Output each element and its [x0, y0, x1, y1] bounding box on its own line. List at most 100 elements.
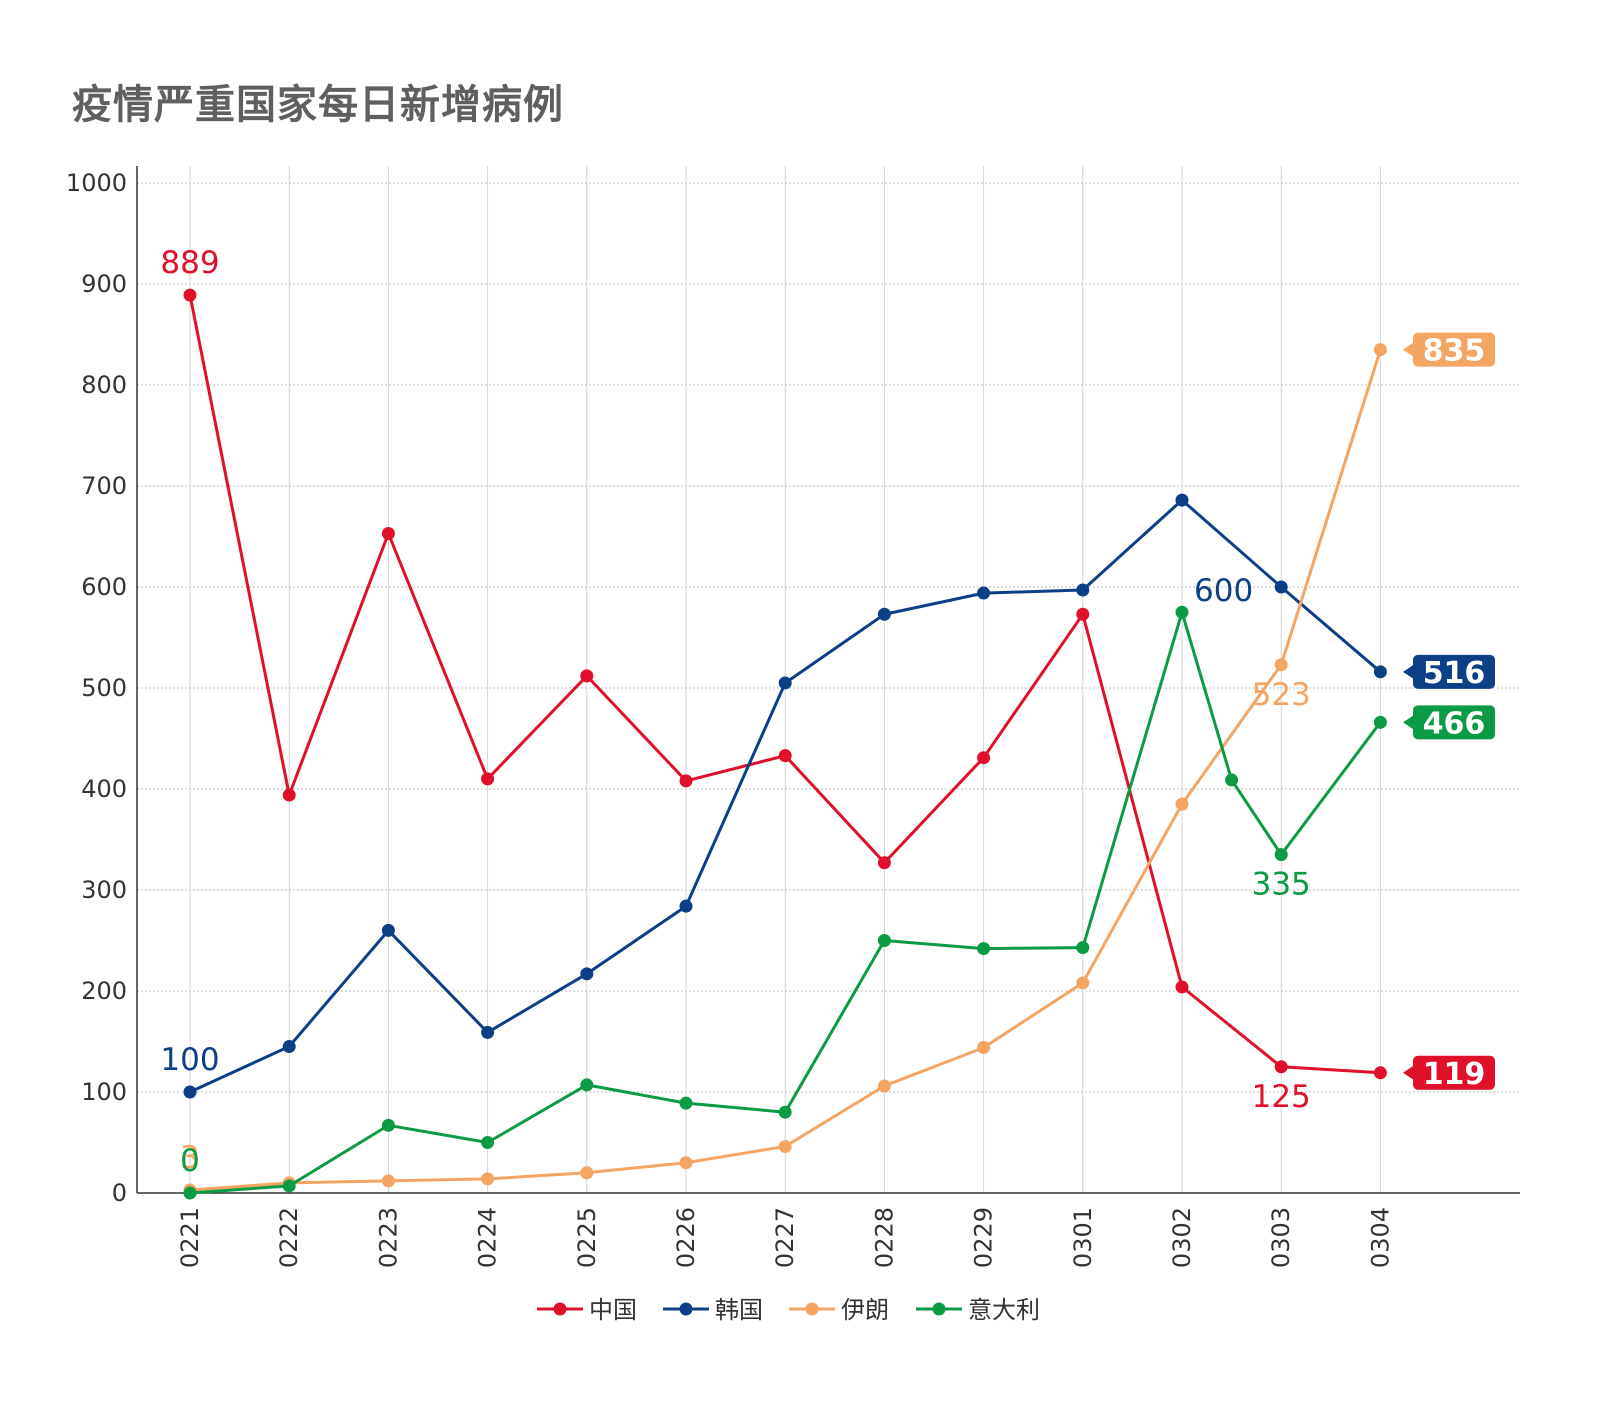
- x-tick-label: 0222: [275, 1207, 303, 1268]
- data-point-series-3: [1225, 773, 1239, 787]
- end-label-pointer: [1403, 663, 1415, 680]
- data-point-series-1: [679, 899, 693, 913]
- end-label-pointer: [1403, 714, 1415, 731]
- data-point-series-0: [877, 856, 891, 870]
- data-point-series-1: [282, 1040, 296, 1054]
- data-point-series-0: [481, 772, 495, 786]
- data-point-series-2: [778, 1140, 792, 1154]
- x-tick-label: 0303: [1267, 1207, 1295, 1268]
- end-label-pointer: [1403, 1064, 1415, 1081]
- data-point-series-0: [778, 749, 792, 763]
- data-point-series-1: [1373, 665, 1387, 679]
- y-tick-label: 0: [112, 1179, 127, 1207]
- x-tick-label: 0221: [176, 1207, 204, 1268]
- data-point-series-3: [481, 1136, 495, 1149]
- legend: 中国 韩国 伊朗 意大利: [537, 1296, 1040, 1324]
- data-point-series-1: [580, 967, 594, 981]
- data-point-series-1: [1274, 580, 1288, 594]
- data-label-series-3: 0: [180, 1143, 200, 1179]
- end-label-text: 835: [1423, 334, 1486, 369]
- data-point-series-2: [1076, 976, 1090, 990]
- grid-lines: [137, 166, 1520, 1193]
- data-point-series-3: [1274, 848, 1288, 862]
- legend-label: 韩国: [715, 1296, 763, 1324]
- legend-label: 伊朗: [841, 1296, 889, 1324]
- end-label-text: 466: [1423, 706, 1486, 741]
- data-label-series-0: 889: [160, 245, 219, 281]
- data-label-series-1: 100: [160, 1042, 219, 1078]
- legend-swatch-marker: [932, 1302, 946, 1316]
- data-label-series-3: 335: [1252, 867, 1311, 903]
- data-label-series-0: 125: [1252, 1079, 1311, 1115]
- y-tick-label: 600: [81, 573, 127, 601]
- y-tick-label: 700: [81, 472, 127, 500]
- end-label-series-2: 835: [1403, 332, 1495, 369]
- data-point-series-2: [1175, 797, 1189, 811]
- end-label-box: [1413, 654, 1495, 689]
- y-tick-label: 100: [81, 1078, 127, 1106]
- y-tick-label: 200: [81, 977, 127, 1005]
- data-label-series-1: 600: [1194, 573, 1253, 609]
- data-point-series-3: [381, 1118, 395, 1132]
- data-point-series-2: [580, 1166, 594, 1180]
- end-label-series-0: 119: [1403, 1055, 1495, 1092]
- end-label-box: [1413, 1055, 1495, 1090]
- end-label-text: 119: [1423, 1057, 1486, 1092]
- y-tick-label: 900: [81, 270, 127, 298]
- y-tick-label: 500: [81, 674, 127, 702]
- x-tick-label: 0301: [1069, 1207, 1097, 1268]
- data-point-series-0: [183, 288, 197, 302]
- legend-item-3: 意大利: [916, 1296, 1040, 1324]
- legend-swatch-marker: [553, 1302, 567, 1316]
- legend-swatch-marker: [679, 1302, 693, 1316]
- legend-label: 中国: [589, 1296, 637, 1324]
- x-tick-label: 0224: [474, 1207, 502, 1268]
- legend-item-0: 中国: [537, 1296, 637, 1324]
- legend-item-2: 伊朗: [789, 1296, 889, 1324]
- end-label-box: [1413, 332, 1495, 367]
- legend-label: 意大利: [968, 1296, 1040, 1324]
- end-label-text: 516: [1423, 656, 1486, 691]
- data-point-series-1: [977, 586, 991, 600]
- data-point-series-1: [778, 676, 792, 690]
- data-point-series-3: [1373, 715, 1387, 729]
- y-tick-label: 1000: [66, 169, 127, 197]
- data-point-series-3: [183, 1186, 197, 1200]
- data-label-series-2: 3: [180, 1140, 200, 1176]
- data-point-series-1: [481, 1025, 495, 1039]
- data-point-series-2: [381, 1174, 395, 1188]
- data-point-series-0: [977, 751, 991, 765]
- data-point-series-3: [1175, 605, 1189, 619]
- data-point-series-1: [183, 1085, 197, 1099]
- end-label-box: [1413, 705, 1495, 740]
- end-label-series-1: 516: [1403, 654, 1495, 691]
- series-lines: [183, 288, 1387, 1200]
- x-tick-label: 0226: [672, 1207, 700, 1268]
- data-point-series-0: [282, 788, 296, 802]
- data-point-series-2: [481, 1172, 495, 1186]
- data-point-series-0: [1175, 980, 1189, 994]
- data-point-series-3: [977, 942, 991, 956]
- data-point-series-0: [580, 669, 594, 683]
- data-point-series-0: [1274, 1060, 1288, 1074]
- data-point-series-3: [778, 1105, 792, 1119]
- x-tick-label: 0304: [1366, 1207, 1394, 1268]
- data-point-series-0: [381, 526, 395, 540]
- data-point-series-1: [381, 923, 395, 937]
- data-point-series-2: [1373, 343, 1387, 357]
- data-labels: 889 125 119 100 600 516 3 523 835 0 335 466: [160, 245, 1495, 1179]
- data-point-series-0: [1076, 607, 1090, 621]
- end-label-series-3: 466: [1403, 705, 1495, 741]
- data-point-series-1: [1076, 583, 1090, 597]
- x-tick-label: 0227: [771, 1207, 799, 1268]
- x-tick-label: 0229: [970, 1207, 998, 1268]
- data-point-series-2: [877, 1079, 891, 1093]
- data-point-series-1: [877, 607, 891, 621]
- x-tick-label: 0225: [573, 1207, 601, 1268]
- data-point-series-3: [877, 934, 891, 947]
- data-point-series-0: [679, 774, 693, 788]
- x-tick-label: 0223: [374, 1207, 402, 1268]
- data-point-series-2: [1274, 658, 1288, 672]
- y-tick-label: 800: [81, 371, 127, 399]
